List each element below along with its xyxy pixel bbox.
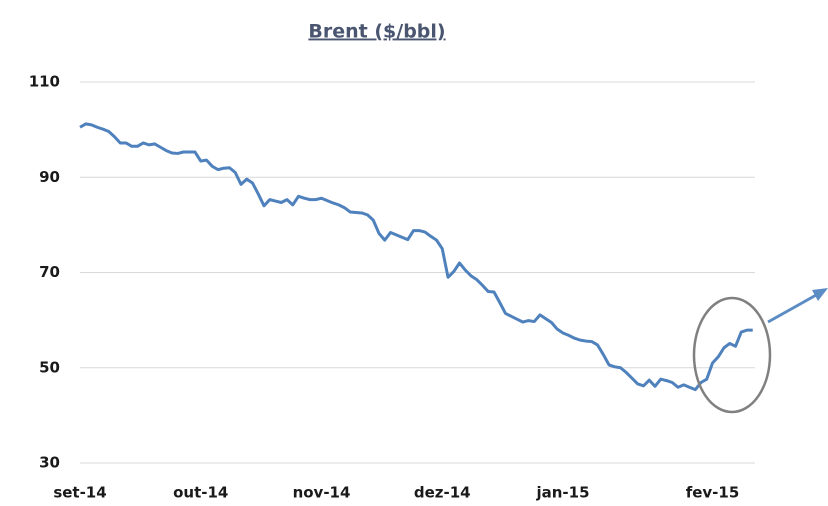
line-series [79, 122, 753, 392]
y-tick-label: 30 [39, 454, 60, 472]
x-tick-label: dez-14 [414, 484, 471, 502]
x-tick-label: nov-14 [293, 484, 351, 502]
grid: 30 50 70 90 110 set-14 out-14 nov-14 dez-14 jan-1… [29, 73, 755, 502]
y-tick-label: 110 [29, 73, 60, 91]
chart-title: Brent ($/bbl) [308, 21, 445, 43]
arrow-shaft [767, 292, 819, 324]
arrow-head [812, 288, 828, 301]
y-tick-label: 70 [39, 263, 60, 281]
x-tick-label: jan-15 [535, 484, 589, 502]
x-tick-label: out-14 [173, 484, 228, 502]
y-tick-label: 50 [39, 358, 60, 376]
x-tick-label: set-14 [53, 484, 106, 502]
highlight-ellipse [692, 296, 772, 414]
y-tick-label: 90 [39, 168, 60, 186]
plot [79, 122, 753, 392]
x-tick-label: fev-15 [686, 484, 740, 502]
